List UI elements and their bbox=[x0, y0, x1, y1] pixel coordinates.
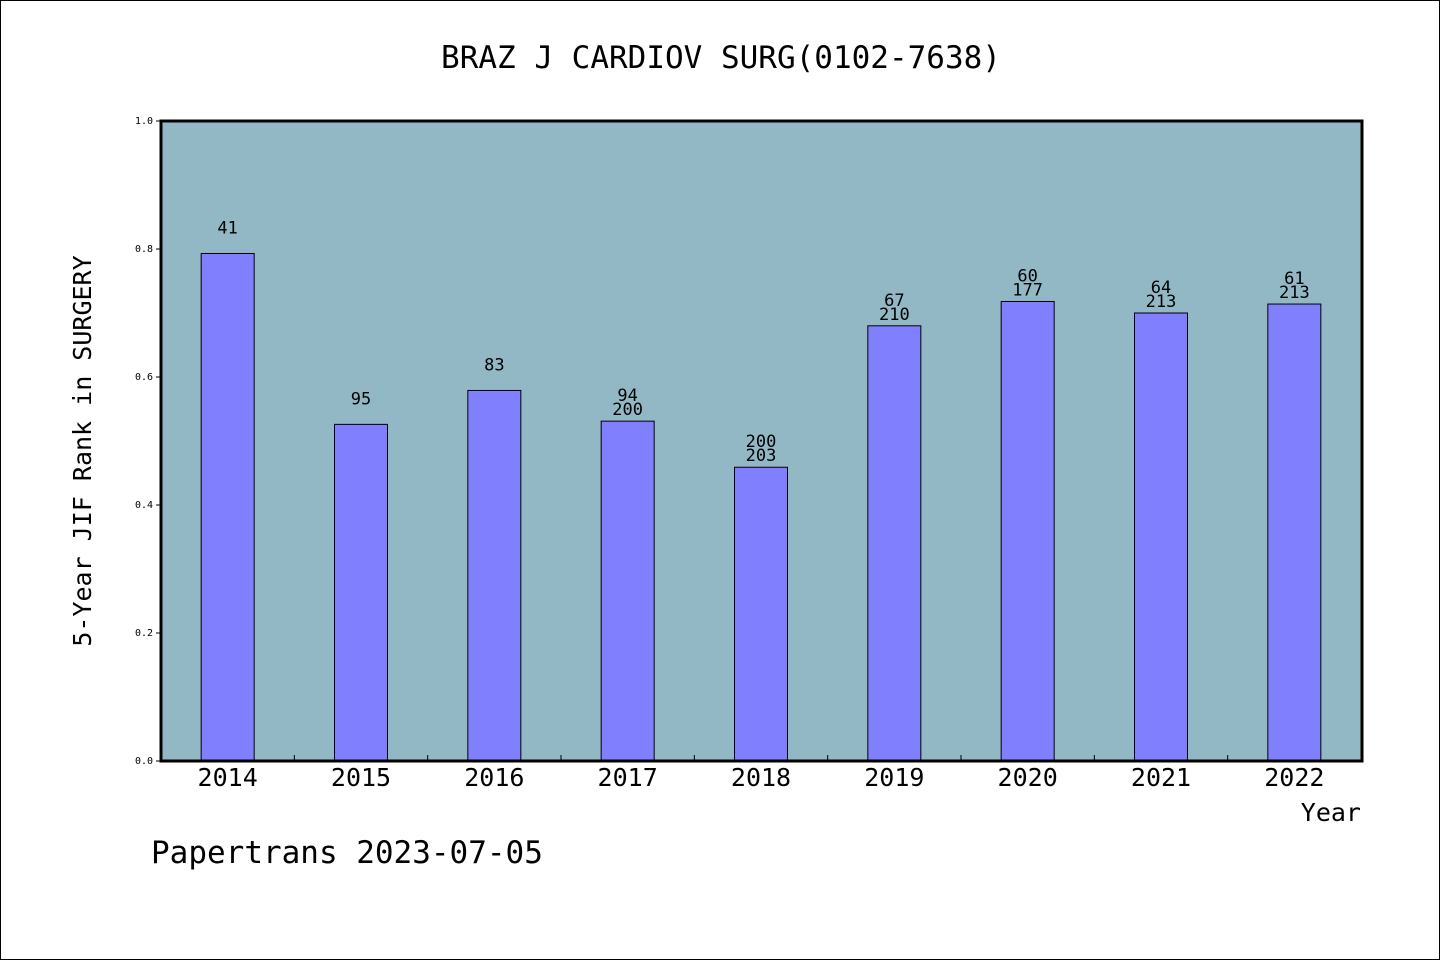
bar-2014 bbox=[200, 252, 255, 762]
bar-data-label: 177 bbox=[1012, 280, 1043, 300]
bars-group bbox=[200, 252, 1322, 762]
bar-data-label: 94 bbox=[617, 386, 637, 406]
bar-2017 bbox=[600, 420, 655, 762]
bar-data-label: 83 bbox=[484, 355, 504, 375]
bar-2015 bbox=[334, 423, 388, 762]
bar-data-label: 200 bbox=[746, 432, 777, 452]
bar-data-label: 203 bbox=[746, 446, 777, 466]
y-tick-label: 0.0 bbox=[135, 756, 153, 767]
x-tick-label: 2018 bbox=[731, 763, 791, 792]
bar-data-label: 200 bbox=[612, 400, 643, 420]
y-tick-label: 0.2 bbox=[135, 628, 153, 639]
bar-2016 bbox=[467, 389, 522, 762]
footer-date: 2023-07-05 bbox=[356, 835, 543, 871]
x-tick-label: 2015 bbox=[331, 763, 391, 792]
x-tick-label: 2022 bbox=[1264, 763, 1324, 792]
footer-credit: Papertrans 2023-07-05 bbox=[151, 835, 543, 871]
bar-2019 bbox=[867, 325, 922, 762]
bar-data-label: 210 bbox=[879, 305, 910, 325]
chart-title: BRAZ J CARDIOV SURG(0102-7638) bbox=[441, 40, 1001, 76]
bar-2020 bbox=[1000, 300, 1055, 762]
x-tick-label: 2021 bbox=[1131, 763, 1191, 792]
x-axis-ticks: 2014 2015 2016 2017 2018 2019 2020 2021 2022 bbox=[198, 755, 1324, 792]
x-axis-label: Year bbox=[1301, 798, 1361, 827]
plot-border bbox=[159, 119, 1364, 763]
x-tick-label: 2014 bbox=[198, 763, 258, 792]
y-tick-label: 0.4 bbox=[135, 500, 153, 511]
y-tick-label: 0.8 bbox=[135, 244, 153, 255]
bar-data-label: 41 bbox=[217, 218, 237, 238]
bar-2018 bbox=[734, 466, 788, 762]
bar-data-label: 213 bbox=[1279, 283, 1310, 303]
x-tick-label: 2020 bbox=[998, 763, 1058, 792]
y-axis-ticks: 0.0 0.2 0.4 0.6 0.8 1.0 bbox=[135, 116, 161, 767]
y-tick-label: 0.6 bbox=[135, 372, 153, 383]
footer-source: Papertrans bbox=[151, 835, 338, 871]
y-tick-label: 1.0 bbox=[135, 116, 153, 127]
bar-2021 bbox=[1134, 312, 1188, 762]
x-tick-label: 2019 bbox=[864, 763, 924, 792]
x-tick-label: 2017 bbox=[598, 763, 658, 792]
bar-data-label: 64 bbox=[1151, 278, 1171, 298]
bar-data-label: 67 bbox=[884, 291, 904, 311]
bar-data-label: 61 bbox=[1284, 269, 1304, 289]
bar-data-label: 213 bbox=[1146, 292, 1177, 312]
x-tick-label: 2016 bbox=[464, 763, 524, 792]
y-axis-label: 5-Year JIF Rank in SURGERY bbox=[68, 255, 97, 646]
bar-data-label: 95 bbox=[351, 389, 371, 409]
bar-data-label: 60 bbox=[1017, 266, 1037, 286]
bar-2022 bbox=[1267, 303, 1322, 762]
